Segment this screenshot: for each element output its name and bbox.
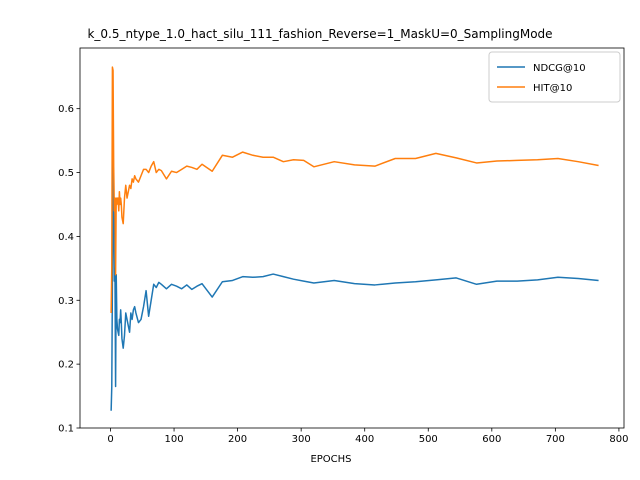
y-tick-label: 0.6	[58, 104, 74, 115]
y-tick-label: 0.5	[58, 168, 74, 179]
x-tick-label: 400	[355, 434, 374, 445]
x-tick-label: 800	[609, 434, 628, 445]
x-tick-label: 300	[292, 434, 311, 445]
plot-area: 0 100 200 300 400 500 600 700 800 0.1 0.2 0.3 0.4 0.5…	[58, 47, 628, 445]
y-tick-label: 0.4	[58, 232, 74, 243]
series-line-hit-10	[110, 66, 599, 314]
y-tick-label: 0.3	[58, 296, 74, 307]
series-line-ndcg-10	[110, 143, 599, 411]
x-axis-label: EPOCHS	[310, 454, 351, 465]
x-tick-label: 200	[228, 434, 247, 445]
y-tick-label: 0.2	[58, 360, 74, 371]
legend-label: HIT@10	[533, 83, 572, 94]
legend-label: NDCG@10	[533, 63, 586, 74]
legend: NDCG@10 HIT@10	[488, 51, 621, 103]
x-tick-label: 700	[546, 434, 565, 445]
x-tick-label: 600	[482, 434, 501, 445]
series-group	[110, 66, 599, 411]
y-tick-label: 0.1	[58, 424, 74, 435]
x-tick-label: 100	[165, 434, 184, 445]
axes-frame	[79, 47, 625, 429]
chart-title: k_0.5_ntype_1.0_hact_silu_111_fashion_Re…	[87, 27, 552, 41]
x-tick-label: 500	[419, 434, 438, 445]
legend-box	[488, 51, 621, 103]
x-tick-label: 0	[107, 434, 113, 445]
